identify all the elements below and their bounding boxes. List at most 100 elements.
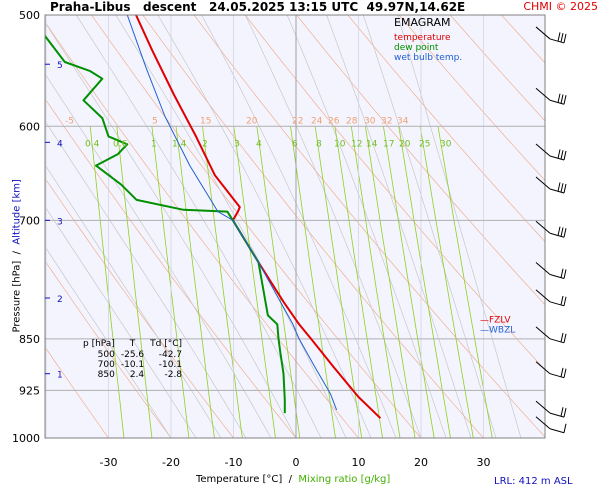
- wet-adiabat-line: [45, 73, 272, 438]
- dry-adiabat-label: 5: [152, 116, 158, 126]
- col-p: p [hPa]: [83, 339, 115, 349]
- y-tick-label: 1000: [12, 432, 40, 445]
- wind-barb-feather: [560, 33, 564, 43]
- wet-adiabat-line: [362, 15, 497, 438]
- wind-barb-feather: [563, 423, 567, 433]
- mixing-ratio-label: 30: [440, 139, 452, 149]
- mixing-ratio-label: 0.6: [113, 139, 128, 149]
- x-tick-label: -30: [100, 456, 118, 469]
- table-row: 500 -25.6 -42.7: [80, 350, 185, 360]
- wind-barb-feather: [560, 183, 564, 193]
- dry-adiabat-label: 28: [346, 116, 358, 126]
- mixing-ratio-line: [383, 126, 435, 438]
- launch-level-label: LRL: 412 m ASL: [494, 476, 573, 487]
- dry-adiabat-label: 15: [200, 116, 211, 126]
- mixing-ratio-line: [334, 126, 383, 438]
- wind-barb-feather: [563, 33, 567, 44]
- plot-frame: [44, 14, 546, 439]
- wind-barb: [549, 232, 565, 238]
- mixing-ratio-label: 14: [366, 139, 378, 149]
- x-axis-temperature: Temperature [°C]: [196, 474, 283, 485]
- y-axis-pressure: Pressure [hPa]: [11, 260, 23, 333]
- station-name: Praha-Libus: [50, 0, 131, 14]
- dry-adiabat-label: 20: [246, 116, 258, 126]
- dry-adiabat-label: 22: [292, 116, 303, 126]
- wind-barb-staff: [535, 289, 551, 303]
- wind-barb: [549, 428, 565, 434]
- altitude-tick-label: 2: [57, 295, 63, 305]
- altitude-tick-label: 3: [57, 217, 63, 227]
- mixing-ratio-label: 20: [399, 139, 411, 149]
- mixing-ratio-label: 1: [151, 139, 157, 149]
- y-axis-altitude: Altitude [km]: [11, 179, 23, 245]
- dry-adiabat-line: [347, 15, 545, 243]
- dry-adiabat-line: [45, 98, 297, 438]
- cell-p: 500: [97, 350, 115, 360]
- wind-barb-feather: [560, 94, 564, 104]
- dry-adiabat-line: [45, 21, 359, 438]
- wind-barb-feather: [557, 93, 561, 103]
- x-axis-mixing: Mixing ratio [g/kg]: [298, 474, 391, 485]
- wet-adiabat-line: [45, 246, 172, 438]
- mixing-ratio-label: 6: [292, 139, 298, 149]
- cell-td: -2.8: [164, 370, 183, 380]
- mixing-ratio-label: 10: [334, 139, 346, 149]
- wind-barb: [549, 301, 565, 307]
- cell-p: 700: [97, 360, 115, 370]
- wind-barb: [549, 155, 565, 161]
- dry-adiabat-line: [398, 15, 545, 181]
- wind-barb-feather: [560, 268, 564, 278]
- wet-adiabat-line: [286, 15, 447, 438]
- wet-adiabat-line: [45, 205, 197, 438]
- dry-adiabat-line: [553, 15, 600, 438]
- wet-adiabat-line: [76, 15, 322, 438]
- mixing-ratio-line: [365, 126, 416, 438]
- y-tick-label: 700: [19, 214, 40, 227]
- wind-barb-staff: [535, 220, 551, 234]
- plot-area: [45, 15, 600, 438]
- wind-barb-feather: [560, 407, 564, 417]
- mixing-ratio-line: [350, 126, 401, 438]
- wind-barb-feather: [557, 226, 561, 236]
- y-tick-label: 925: [19, 384, 40, 397]
- plot-background: [45, 15, 545, 438]
- sounding-mode: descent: [143, 0, 197, 14]
- mixing-ratio-line: [437, 126, 493, 438]
- wind-barb-feather: [560, 227, 564, 237]
- wind-barb-feather: [560, 150, 564, 160]
- cell-td: -10.1: [158, 360, 183, 370]
- wet-adiabat-line: [45, 120, 247, 438]
- dew-point-line: [45, 34, 286, 414]
- wind-barb: [549, 373, 565, 379]
- dry-adiabat-label: 34: [397, 116, 409, 126]
- wind-barb-feather: [557, 32, 561, 42]
- legend-wet-bulb: wet bulb temp.: [394, 53, 463, 63]
- dry-adiabat-label: 32: [381, 116, 392, 126]
- mixing-ratio-line: [116, 126, 153, 438]
- cell-t: -10.1: [120, 360, 145, 370]
- wind-barb-feather: [557, 149, 561, 159]
- wind-barb-staff: [535, 176, 551, 190]
- wind-barb-feather: [563, 269, 567, 279]
- wind-barb-staff: [535, 416, 551, 430]
- legend: EMAGRAM temperature dew point wet bulb t…: [394, 17, 494, 63]
- x-axis-label: Temperature [°C] / Mixing ratio [g/kg]: [196, 474, 390, 485]
- wind-barb-staff: [535, 143, 551, 157]
- cell-t: -25.6: [120, 350, 145, 360]
- legend-temperature: temperature: [394, 33, 451, 43]
- wind-barb-feather: [563, 333, 567, 343]
- y-axis-label: Pressure [hPa] / Altitude [km]: [11, 179, 23, 333]
- dry-adiabat-line: [193, 15, 545, 438]
- x-tick-label: 20: [414, 456, 428, 469]
- altitude-tick-label: 1: [57, 371, 63, 381]
- x-tick-label: -20: [162, 456, 180, 469]
- col-td: Td [°C]: [150, 339, 183, 349]
- mixing-ratio-line: [314, 126, 363, 438]
- mixing-ratio-line: [89, 126, 125, 438]
- x-axis-sep: /: [288, 474, 293, 485]
- mixing-ratio-label: 2: [202, 139, 208, 149]
- levels-table-header: p [hPa] T Td [°C]: [80, 338, 185, 350]
- cell-td: -42.7: [158, 350, 183, 360]
- wind-barb: [549, 274, 565, 280]
- mixing-ratio-line: [233, 126, 276, 438]
